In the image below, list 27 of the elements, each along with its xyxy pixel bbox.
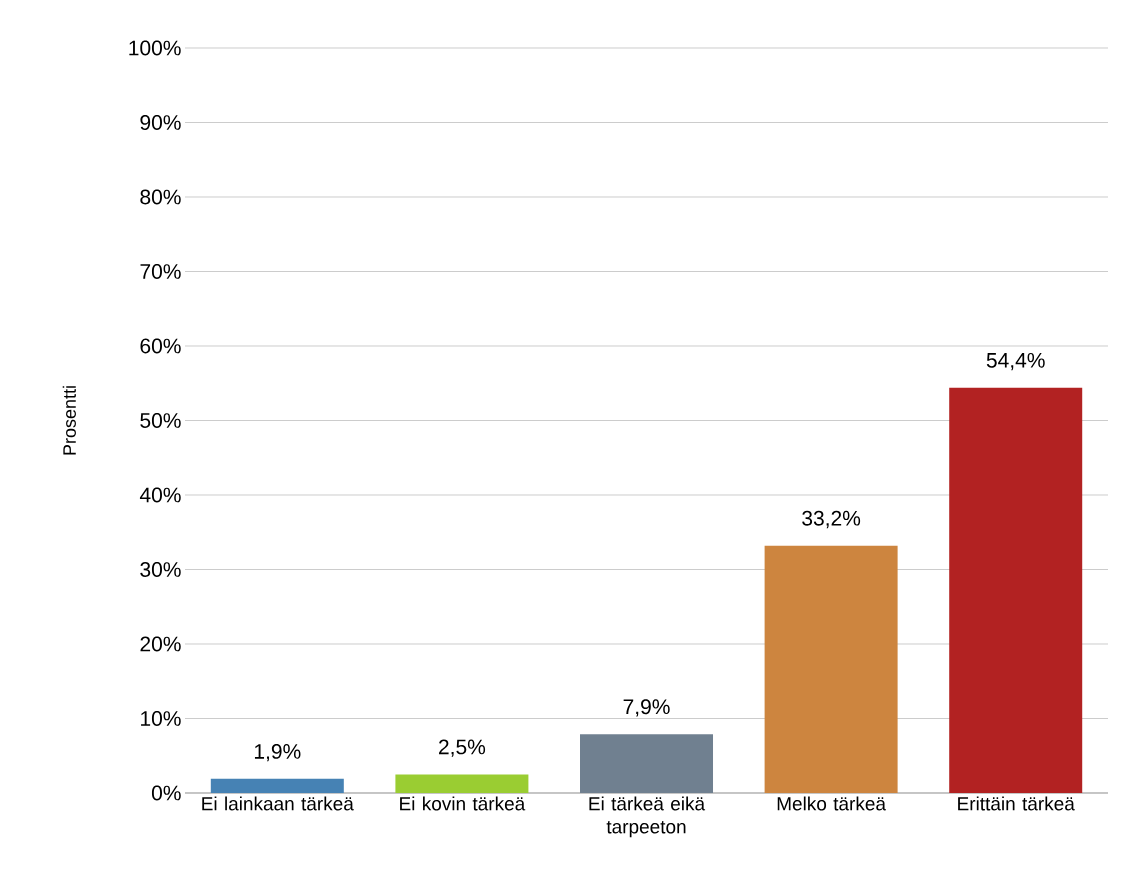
y-tick-label: 60% <box>140 338 181 354</box>
bar <box>580 734 714 793</box>
y-axis-title: Prosentti <box>62 386 76 455</box>
y-tick-label: 10% <box>141 711 181 726</box>
data-label: 33,2% <box>802 510 861 529</box>
y-tick-label: 50% <box>140 413 181 428</box>
y-tick-label: 90% <box>140 115 181 130</box>
y-tick-label: 80% <box>140 189 181 205</box>
x-tick-label: Melko tärkeä <box>777 796 886 811</box>
y-tick-label: 20% <box>140 636 181 652</box>
bar <box>210 778 344 793</box>
bar <box>949 387 1083 793</box>
y-tick-label: 0% <box>151 785 181 801</box>
data-label: 1,9% <box>254 743 301 762</box>
x-tick-label: Erittäin tärkeä <box>958 796 1075 811</box>
data-label: 7,9% <box>623 699 670 717</box>
x-tick-label: Ei lainkaan tärkeä <box>202 796 354 811</box>
y-tick-label: 100% <box>129 40 181 56</box>
x-tick-label: Ei kovin tärkeä <box>400 796 526 811</box>
bar <box>764 545 898 793</box>
data-label: 54,4% <box>986 352 1045 371</box>
data-label: 2,5% <box>439 739 486 757</box>
y-tick-label: 30% <box>140 562 181 577</box>
bar <box>395 774 529 793</box>
y-tick-label: 70% <box>140 264 181 279</box>
y-tick-label: 40% <box>139 487 181 503</box>
x-tick-label: Ei tärkeä eikä tarpeeton <box>589 796 706 838</box>
